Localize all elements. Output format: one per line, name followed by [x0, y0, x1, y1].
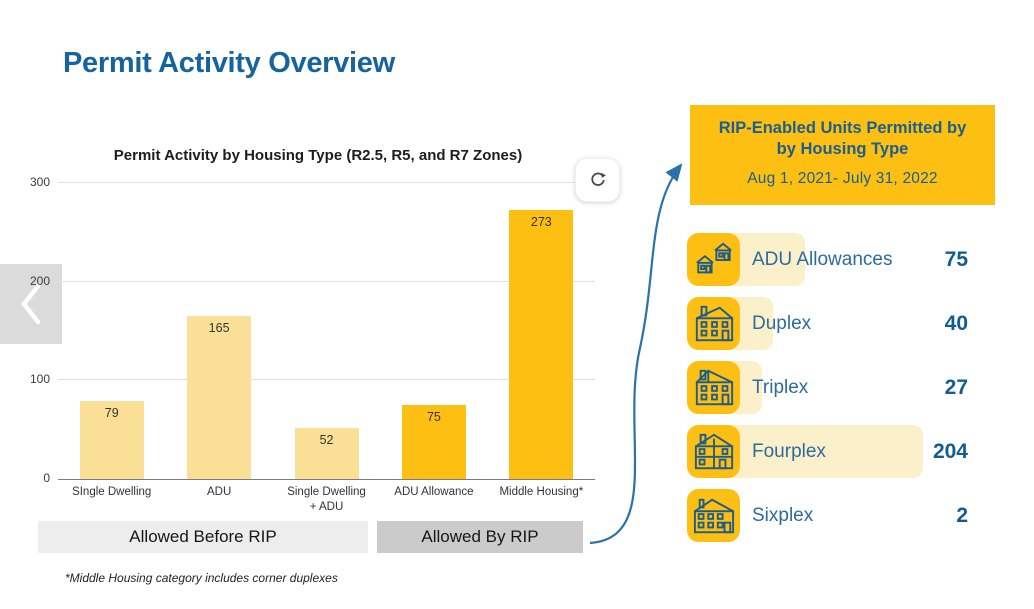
adu-houses-icon — [695, 242, 732, 273]
item-value: 40 — [944, 311, 968, 335]
item-label: Fourplex — [752, 440, 826, 462]
item-value: 27 — [944, 375, 968, 399]
item-value: 2 — [956, 503, 968, 527]
bar-value-label: 79 — [104, 406, 119, 421]
chevron-left-icon — [21, 283, 41, 325]
group-allowed-by-rip: Allowed By RIP — [377, 521, 583, 553]
y-tick-label: 100 — [29, 372, 50, 387]
list-item-adu-allowances: ADU Allowances 75 — [687, 233, 968, 286]
list-item-fourplex: Fourplex 204 — [687, 425, 968, 478]
refresh-icon — [590, 172, 606, 186]
fourplex-house-icon — [694, 433, 733, 469]
group-allowed-before-rip: Allowed Before RIP — [38, 521, 368, 553]
list-item-sixplex: Sixplex 2 — [687, 489, 968, 542]
item-value: 204 — [932, 439, 968, 463]
x-tick-label: ADU Allowance — [394, 486, 474, 498]
footnote: *Middle Housing category includes corner… — [65, 571, 338, 585]
bar[interactable]: 79 — [79, 401, 144, 479]
duplex-house-icon — [695, 305, 733, 341]
bar[interactable]: 52 — [294, 427, 359, 479]
chart-title: Permit Activity by Housing Type (R2.5, R… — [113, 147, 523, 164]
x-tick-label: ADU — [206, 486, 232, 498]
group-allowed-by-rip-label: Allowed By RIP — [421, 527, 539, 546]
group-allowed-before-rip-label: Allowed Before RIP — [129, 527, 277, 546]
y-tick-label: 0 — [43, 471, 50, 485]
bar-value-label: 165 — [208, 321, 230, 336]
plot-area: 79 165 52 75 273 — [58, 182, 595, 480]
y-tick-label: 200 — [29, 273, 50, 288]
panel-header-line2: by Housing Type — [776, 140, 909, 159]
bar-value-label: 52 — [319, 432, 334, 447]
triplex-house-icon — [695, 369, 733, 405]
bar[interactable]: 165 — [187, 316, 252, 479]
x-tick-label: Middle Housing* — [499, 486, 584, 498]
x-axis-labels: SIngle Dwelling ADU Single Dwelling + ADU A… — [58, 485, 595, 515]
page-title: Permit Activity Overview — [63, 47, 395, 79]
bar[interactable]: 75 — [401, 405, 466, 479]
list-item-triplex: Triplex 27 — [687, 361, 968, 414]
sixplex-house-icon — [693, 498, 734, 533]
panel-date-range: Aug 1, 2021- July 31, 2022 — [747, 169, 938, 187]
x-tick-label: SIngle Dwelling — [72, 486, 152, 498]
item-label: Duplex — [752, 312, 812, 334]
panel-header-line1: RIP-Enabled Units Permitted by — [718, 119, 967, 137]
bar-value-label: 273 — [530, 214, 552, 229]
item-label: Sixplex — [752, 504, 814, 526]
item-label: Triplex — [752, 376, 809, 398]
item-label: ADU Allowances — [752, 248, 893, 270]
bars: 79 165 52 75 273 — [58, 183, 595, 479]
bar-value-label: 75 — [426, 410, 441, 424]
y-tick-label: 300 — [29, 175, 50, 189]
item-value: 75 — [944, 247, 968, 271]
housing-type-list: ADU Allowances 75 Duplex 40 — [687, 233, 968, 553]
x-tick-label: Single Dwelling + ADU — [287, 486, 366, 513]
prev-slide-button[interactable] — [0, 264, 62, 344]
list-item-duplex: Duplex 40 — [687, 297, 968, 350]
refresh-button[interactable] — [575, 158, 620, 202]
rip-enabled-panel-header: RIP-Enabled Units Permitted by by Housin… — [690, 105, 995, 205]
bar[interactable]: 273 — [509, 209, 574, 479]
